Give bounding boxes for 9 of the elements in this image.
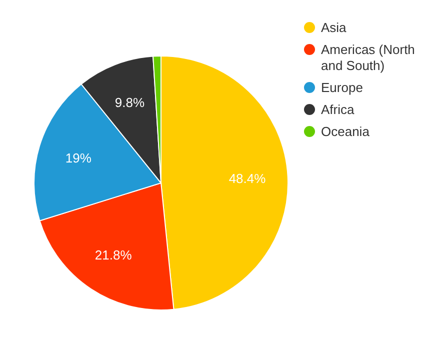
legend-label: Africa xyxy=(321,102,354,118)
data-label: 9.8% xyxy=(114,95,145,110)
data-label: 48.4% xyxy=(228,171,266,186)
data-label: 21.8% xyxy=(94,248,132,263)
legend-label: Oceania xyxy=(321,124,370,140)
legend-label: Americas (North and South) xyxy=(321,42,416,74)
legend-label: Asia xyxy=(321,20,346,36)
data-label: 19% xyxy=(65,150,92,166)
legend-label: Europe xyxy=(321,80,363,96)
